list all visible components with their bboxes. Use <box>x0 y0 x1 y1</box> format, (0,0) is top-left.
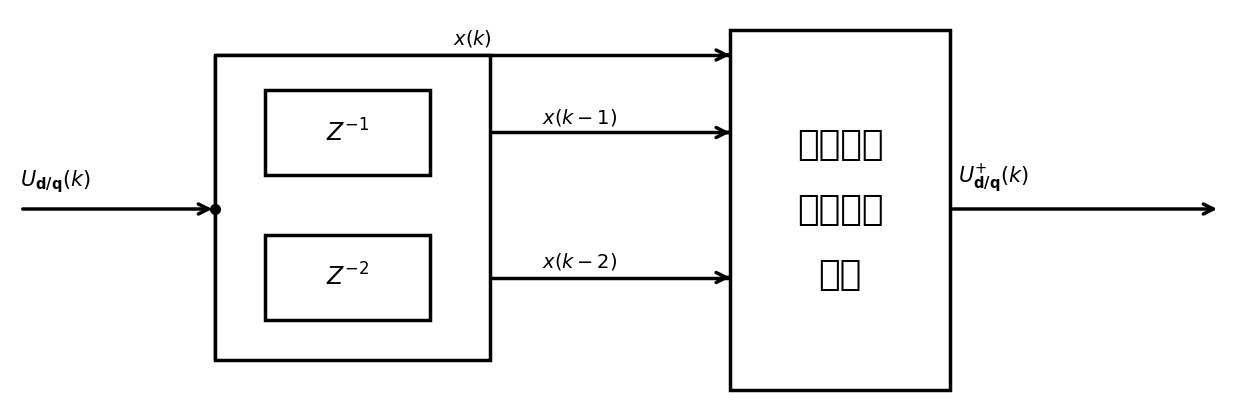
Text: $x(k-1)$: $x(k-1)$ <box>542 106 618 127</box>
Text: $x(k-2)$: $x(k-2)$ <box>542 251 618 272</box>
Bar <box>265 90 430 175</box>
Text: 算法: 算法 <box>818 258 862 292</box>
Text: $U^{+}_{\mathbf{d/q}}(k)$: $U^{+}_{\mathbf{d/q}}(k)$ <box>959 163 1029 195</box>
Bar <box>730 30 950 390</box>
Bar <box>215 55 490 360</box>
Text: $U_{\mathbf{d/q}}(k)$: $U_{\mathbf{d/q}}(k)$ <box>20 168 91 195</box>
Text: $Z^{-2}$: $Z^{-2}$ <box>326 264 370 291</box>
Bar <box>265 235 430 320</box>
Text: $x(k)$: $x(k)$ <box>453 28 492 49</box>
Text: 延时采样: 延时采样 <box>797 128 883 162</box>
Text: 周期滤波: 周期滤波 <box>797 193 883 227</box>
Text: $Z^{-1}$: $Z^{-1}$ <box>326 119 370 146</box>
